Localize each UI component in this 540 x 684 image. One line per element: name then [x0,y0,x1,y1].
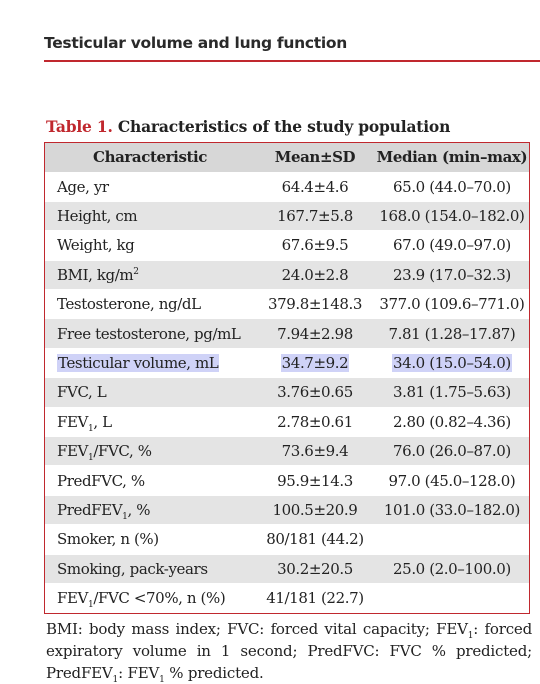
footnote-subscript: 1 [159,675,165,684]
row-label: FEV1/FVC <70%, n (%) [45,583,256,614]
row-mean-sd: 167.7±5.8 [255,201,375,232]
row-median: 34.0 (15.0–54.0) [374,348,529,379]
table-header-row: Characteristic Mean±SD Median (min–max) [45,143,529,173]
row-mean-sd: 34.7±9.2 [255,348,375,379]
row-label: FEV1, L [45,407,256,438]
row-median: 97.0 (45.0–128.0) [374,465,529,496]
footnote-text: : FEV [118,664,160,682]
row-label: Smoking, pack-years [45,554,256,584]
table-row: FVC, L 3.76±0.65 3.81 (1.75–5.63) [45,377,529,408]
row-mean-sd: 80/181 (44.2) [255,524,375,555]
highlight-median: 34.0 (15.0–54.0) [392,354,512,373]
table-row: FEV1, L 2.78±0.61 2.80 (0.82–4.36) [45,407,529,438]
table-row: PredFEV1, % 100.5±20.9 101.0 (33.0–182.0… [45,495,529,526]
label-subscript: 1 [88,423,94,434]
row-mean-sd: 379.8±148.3 [255,289,375,320]
table-row: Weight, kg 67.6±9.5 67.0 (49.0–97.0) [45,230,529,261]
footnote-subscript: 1 [112,675,119,684]
table-row: Age, yr 64.4±4.6 65.0 (44.0–70.0) [45,172,529,202]
row-median: 3.81 (1.75–5.63) [374,377,529,408]
row-label: Testosterone, ng/dL [45,289,256,320]
label-text-post: , L [93,412,112,431]
row-label: FEV1/FVC, % [45,436,256,467]
label-subscript: 1 [122,511,128,522]
highlight-mean-sd: 34.7±9.2 [280,354,350,373]
highlight-label: Testicular volume, mL [57,354,220,373]
row-label: Age, yr [45,172,256,202]
row-mean-sd: 64.4±4.6 [255,172,375,202]
row-mean-sd: 2.78±0.61 [255,407,375,438]
row-median: 377.0 (109.6–771.0) [374,289,529,320]
table-row: Free testosterone, pg/mL 7.94±2.98 7.81 … [45,318,529,349]
row-mean-sd: 24.0±2.8 [255,260,375,291]
row-mean-sd: 100.5±20.9 [255,495,375,526]
table-row: BMI, kg/m2 24.0±2.8 23.9 (17.0–32.3) [45,260,529,291]
row-label: FVC, L [45,377,256,408]
row-median: 168.0 (154.0–182.0) [374,201,529,232]
table-row: PredFVC, % 95.9±14.3 97.0 (45.0–128.0) [45,465,529,496]
row-mean-sd: 7.94±2.98 [255,318,375,349]
header-median: Median (min–max) [374,143,529,173]
label-text: FEV [57,412,88,431]
label-text: FEV [57,442,88,461]
table-caption: Table 1. Characteristics of the study po… [46,117,450,136]
footnote-text: : forced expiratory volume in 1 second; … [46,620,532,682]
characteristics-table: Characteristic Mean±SD Median (min–max) … [44,142,530,615]
row-label: Free testosterone, pg/mL [45,318,256,349]
table-row: Testosterone, ng/dL 379.8±148.3 377.0 (1… [45,289,529,320]
label-subscript: 1 [88,453,94,464]
row-mean-sd: 3.76±0.65 [255,377,375,408]
label-text: BMI, kg/m [57,265,134,284]
row-mean-sd: 73.6±9.4 [255,436,375,467]
row-median: 23.9 (17.0–32.3) [374,260,529,291]
row-mean-sd: 67.6±9.5 [255,230,375,261]
row-median: 65.0 (44.0–70.0) [374,172,529,202]
label-superscript: 2 [133,266,139,277]
table-row: FEV1/FVC <70%, n (%) 41/181 (22.7) [45,583,529,614]
label-text: FEV [57,589,88,608]
row-median [374,524,529,555]
label-subscript: 1 [88,600,94,611]
label-text-post: /FVC, % [93,442,152,461]
table-footnote: BMI: body mass index; FVC: forced vital … [46,618,532,684]
running-head: Testicular volume and lung function [44,34,540,62]
row-label: Height, cm [45,201,256,232]
row-median: 7.81 (1.28–17.87) [374,318,529,349]
row-label: PredFEV1, % [45,495,256,526]
row-label: Testicular volume, mL [45,348,256,379]
table-row: Height, cm 167.7±5.8 168.0 (154.0–182.0) [45,201,529,232]
row-median: 101.0 (33.0–182.0) [374,495,529,526]
table-row: Smoking, pack-years 30.2±20.5 25.0 (2.0–… [45,554,529,584]
footnote-text: % predicted. [164,664,264,682]
label-text-post: /FVC <70%, n (%) [93,589,226,608]
row-label: Weight, kg [45,230,256,261]
row-median: 67.0 (49.0–97.0) [374,230,529,261]
header-characteristic: Characteristic [45,143,256,173]
table-row-highlighted: Testicular volume, mL 34.7±9.2 34.0 (15.… [45,348,529,379]
row-median: 76.0 (26.0–87.0) [374,436,529,467]
row-mean-sd: 95.9±14.3 [255,465,375,496]
label-text-post: , % [127,500,151,519]
footnote-subscript: 1 [467,631,474,641]
row-median [374,583,529,614]
row-label: BMI, kg/m2 [45,260,256,291]
label-text: PredFEV [57,500,123,519]
header-mean-sd: Mean±SD [255,143,375,173]
table-row: Smoker, n (%) 80/181 (44.2) [45,524,529,555]
row-median: 25.0 (2.0–100.0) [374,554,529,584]
table-title: Characteristics of the study population [117,117,451,136]
table-number: Table 1. [46,117,113,136]
row-mean-sd: 30.2±20.5 [255,554,375,584]
table-row: FEV1/FVC, % 73.6±9.4 76.0 (26.0–87.0) [45,436,529,467]
row-label: PredFVC, % [45,465,256,496]
footnote-text: BMI: body mass index; FVC: forced vital … [46,620,468,638]
row-median: 2.80 (0.82–4.36) [374,407,529,438]
row-mean-sd: 41/181 (22.7) [255,583,375,614]
row-label: Smoker, n (%) [45,524,256,555]
